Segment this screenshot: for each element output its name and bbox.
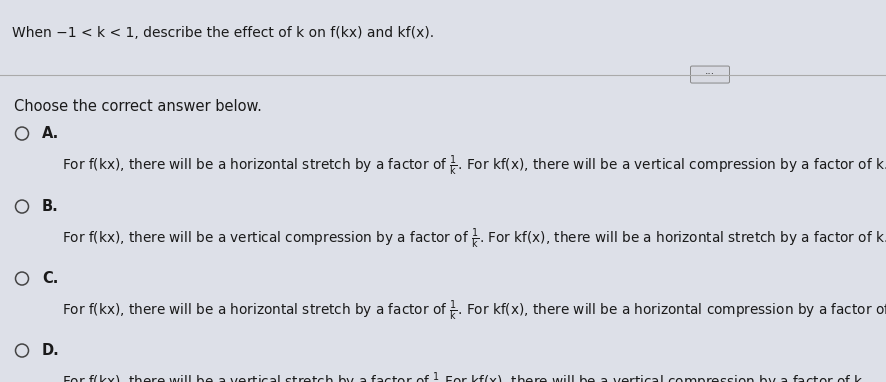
- Text: For f(kx), there will be a horizontal stretch by a factor of $\mathregular{\frac: For f(kx), there will be a horizontal st…: [62, 154, 886, 178]
- Text: A.: A.: [42, 126, 59, 141]
- Text: When −1 < k < 1, describe the effect of k on f(kx) and kf(x).: When −1 < k < 1, describe the effect of …: [12, 26, 433, 40]
- Text: D.: D.: [42, 343, 59, 358]
- Text: C.: C.: [42, 271, 58, 286]
- Text: Choose the correct answer below.: Choose the correct answer below.: [14, 99, 262, 113]
- Text: For f(kx), there will be a vertical stretch by a factor of $\mathregular{\frac{1: For f(kx), there will be a vertical stre…: [62, 371, 867, 382]
- Text: ···: ···: [705, 70, 715, 79]
- Text: B.: B.: [42, 199, 58, 214]
- Text: For f(kx), there will be a horizontal stretch by a factor of $\mathregular{\frac: For f(kx), there will be a horizontal st…: [62, 299, 886, 324]
- FancyBboxPatch shape: [690, 66, 729, 83]
- Text: For f(kx), there will be a vertical compression by a factor of $\mathregular{\fr: For f(kx), there will be a vertical comp…: [62, 227, 886, 251]
